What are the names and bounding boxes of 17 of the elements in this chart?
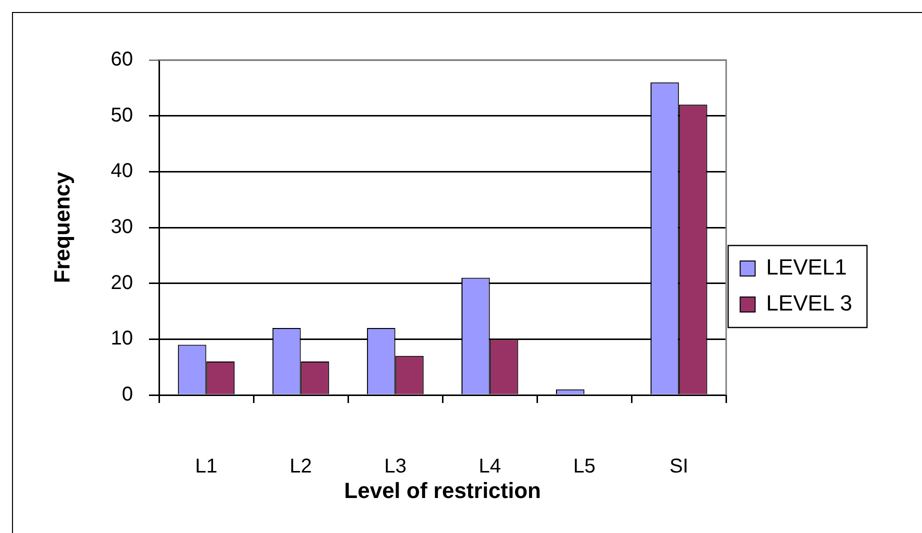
legend-label: LEVEL 3 xyxy=(766,290,852,316)
y-tick-label: 10 xyxy=(110,328,133,350)
x-tick-label: L5 xyxy=(573,456,596,478)
y-tick-label: 50 xyxy=(110,104,133,126)
y-tick-label: 40 xyxy=(110,160,133,182)
x-tick-label: L4 xyxy=(478,456,501,478)
x-tick-label: SI xyxy=(669,456,688,478)
x-axis-title: Level of restriction xyxy=(344,478,541,503)
x-tick-label: L2 xyxy=(290,456,312,478)
y-axis-title: Frequency xyxy=(49,171,74,284)
y-tick-label: 0 xyxy=(122,384,133,406)
x-tick-label: L1 xyxy=(195,456,218,478)
y-tick-label: 30 xyxy=(110,216,133,238)
legend-label: LEVEL1 xyxy=(766,254,847,280)
y-tick-label: 20 xyxy=(110,272,133,294)
y-tick-label: 60 xyxy=(110,48,133,71)
x-tick-label: L3 xyxy=(384,456,406,478)
